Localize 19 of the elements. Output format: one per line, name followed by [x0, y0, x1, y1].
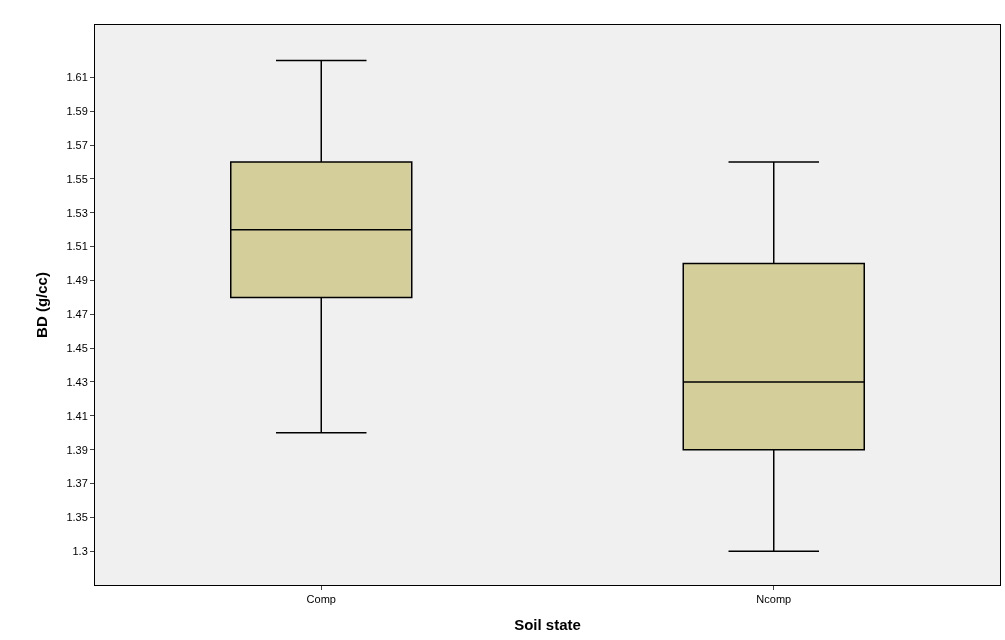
y-tick-label: 1.41	[66, 409, 88, 422]
y-tick-label: 1.39	[66, 443, 88, 456]
y-tick-label: 1.53	[66, 206, 88, 219]
y-tick-label: 1.37	[66, 477, 88, 490]
y-tick-label: 1.55	[66, 172, 88, 185]
y-tick-label: 1.47	[66, 308, 88, 321]
y-tick-label: 1.59	[66, 105, 88, 118]
y-tick-label: 1.57	[66, 138, 88, 151]
y-axis-title: BD (g/cc)	[32, 272, 50, 338]
y-tick-label: 1.61	[66, 71, 88, 84]
y-tick-label: 1.3	[72, 545, 88, 558]
y-tick-label: 1.51	[66, 240, 88, 253]
x-tick-label: Ncomp	[756, 593, 792, 606]
x-tick-label: Comp	[306, 593, 336, 606]
y-tick-label: 1.49	[66, 274, 88, 287]
y-tick-label: 1.43	[66, 375, 88, 388]
x-axis-title: Soil state	[514, 616, 581, 634]
y-tick-label: 1.35	[66, 511, 88, 524]
y-tick-label: 1.45	[66, 341, 88, 354]
